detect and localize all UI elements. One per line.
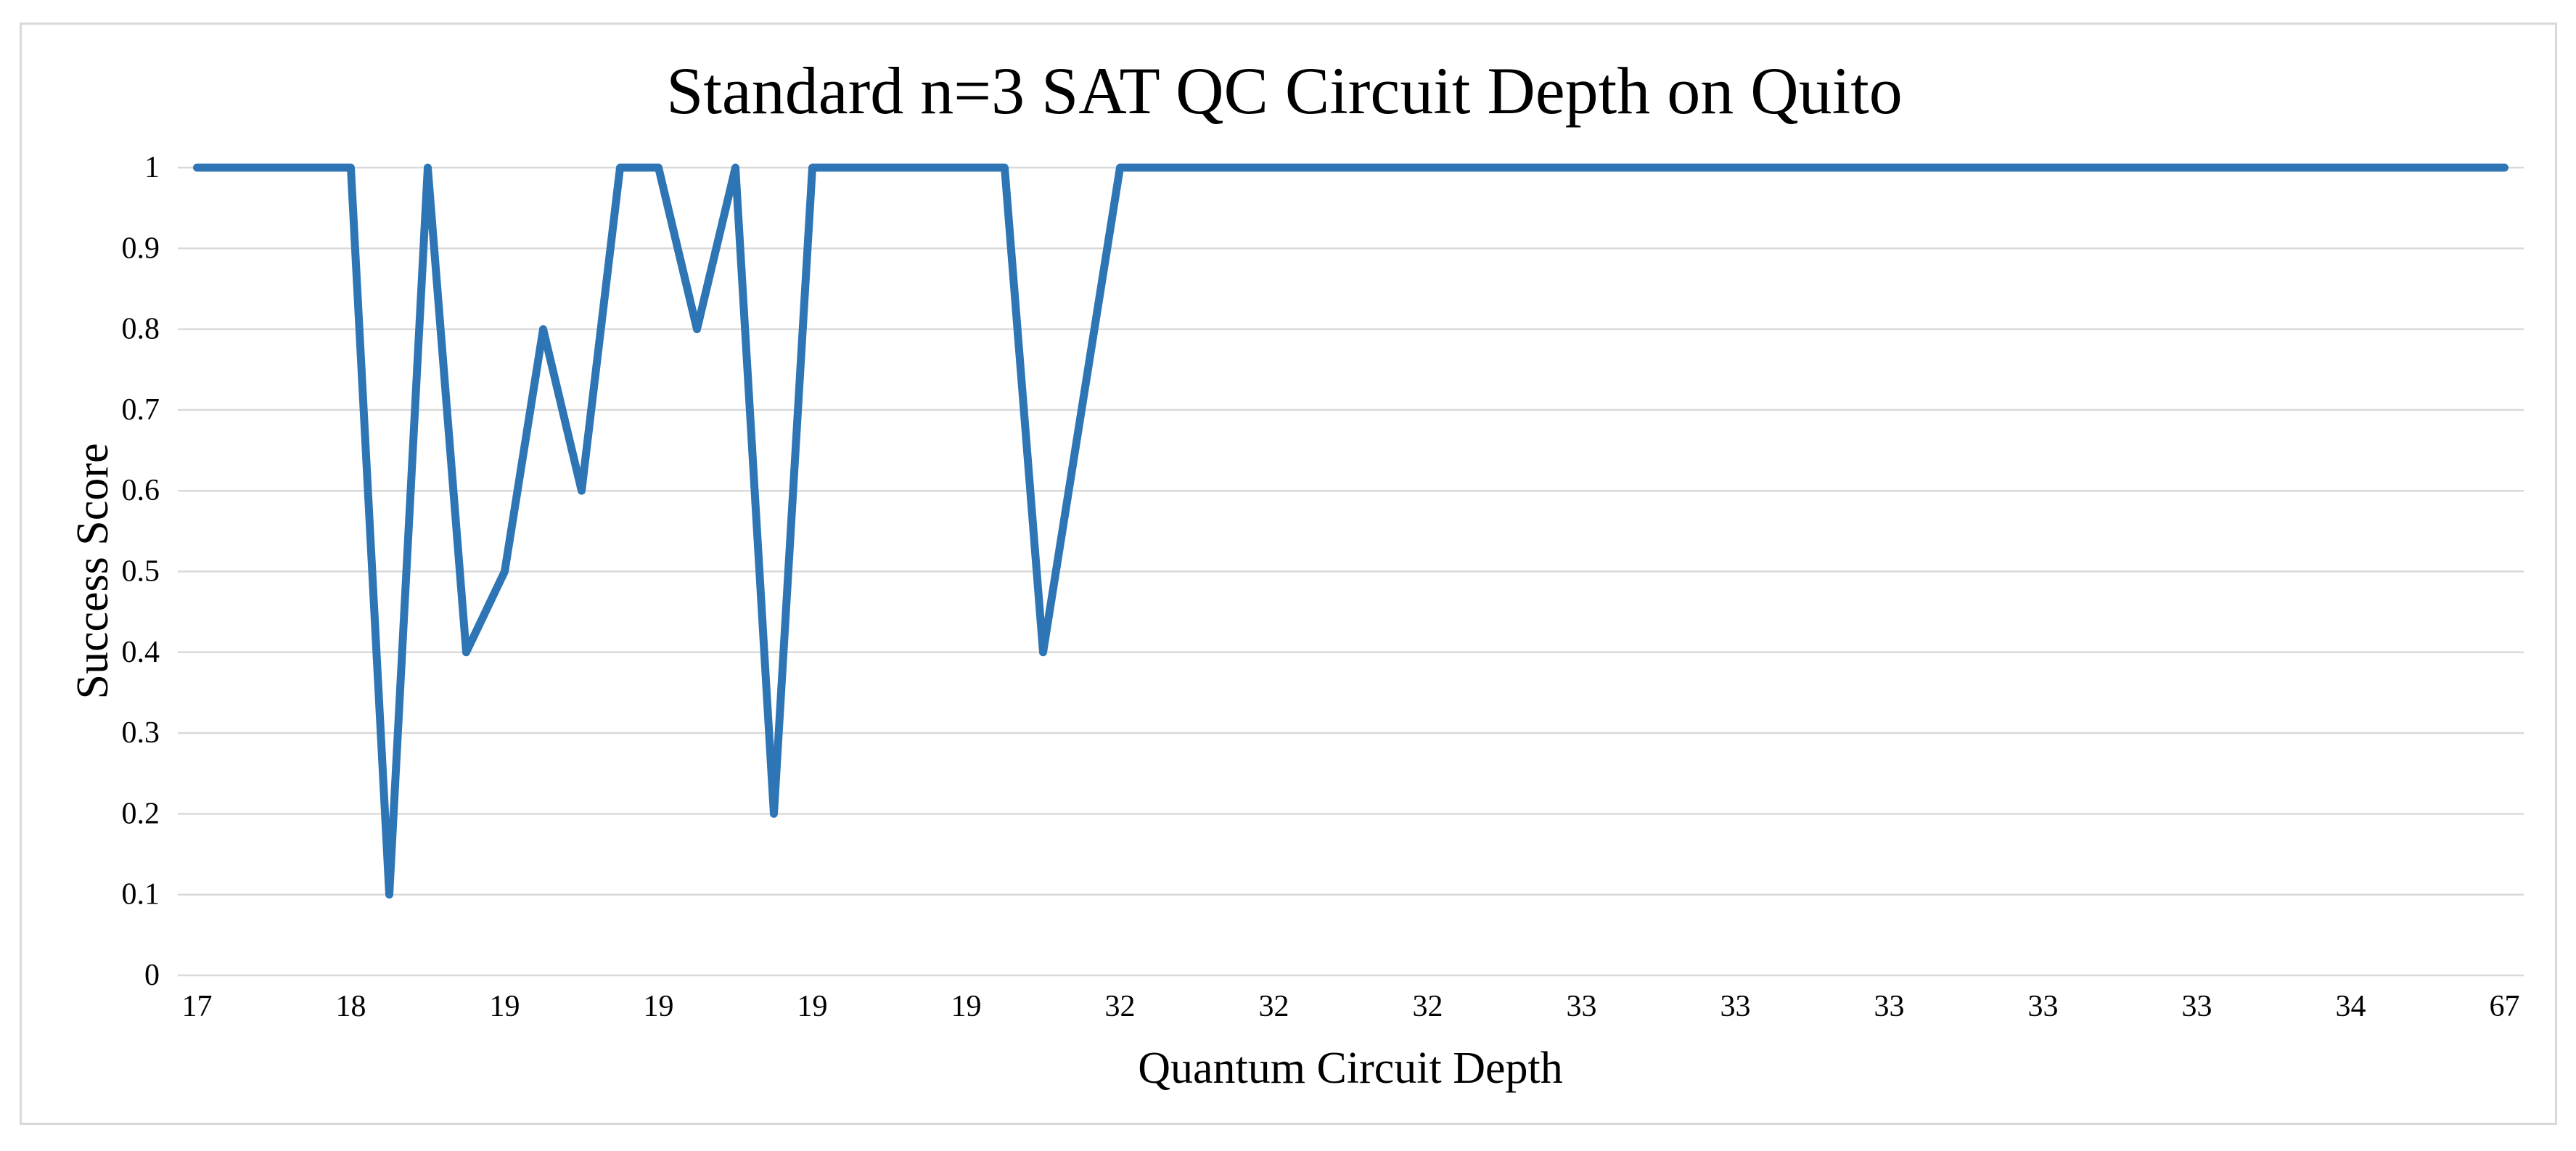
x-tick-label: 33 xyxy=(1720,990,1751,1023)
y-tick-label: 0.3 xyxy=(122,716,160,750)
gridlines xyxy=(178,166,2524,977)
y-tick-label: 0.8 xyxy=(122,313,160,346)
y-axis-tick-labels: 0 0.1 0.2 0.3 0.4 0.5 0.6 0.7 0.8 0.9 1 xyxy=(122,151,160,992)
x-tick-label: 33 xyxy=(2182,990,2212,1023)
y-tick-label: 0.9 xyxy=(122,232,160,265)
y-tick-label: 0 xyxy=(144,959,160,992)
x-tick-label: 19 xyxy=(490,990,520,1023)
x-tick-label: 32 xyxy=(1105,990,1136,1023)
x-tick-label: 18 xyxy=(336,990,366,1023)
x-tick-label: 33 xyxy=(1567,990,1597,1023)
y-tick-label: 0.5 xyxy=(122,555,160,589)
x-axis-title: Quantum Circuit Depth xyxy=(1138,1044,1562,1093)
chart-title: Standard n=3 SAT QC Circuit Depth on Qui… xyxy=(666,54,1903,128)
x-axis-tick-labels: 17 18 19 19 19 19 32 32 32 33 33 33 33 33 34 67 xyxy=(182,990,2520,1023)
y-tick-label: 1 xyxy=(144,151,160,184)
x-tick-label: 19 xyxy=(797,990,828,1023)
y-tick-label: 0.7 xyxy=(122,393,160,427)
y-tick-label: 0.2 xyxy=(122,797,160,830)
x-tick-label: 19 xyxy=(644,990,674,1023)
chart-frame xyxy=(20,22,2557,1125)
x-tick-label: 19 xyxy=(951,990,982,1023)
x-tick-label: 33 xyxy=(1874,990,1905,1023)
data-line-series xyxy=(193,163,2509,899)
x-tick-label: 33 xyxy=(2028,990,2059,1023)
y-tick-label: 0.1 xyxy=(122,878,160,912)
x-tick-label: 67 xyxy=(2490,990,2520,1023)
x-tick-label: 17 xyxy=(182,990,213,1023)
x-tick-label: 34 xyxy=(2336,990,2366,1023)
x-tick-label: 32 xyxy=(1413,990,1443,1023)
x-tick-label: 32 xyxy=(1259,990,1289,1023)
y-tick-label: 0.6 xyxy=(122,474,160,507)
y-axis-title: Success Score xyxy=(68,443,118,700)
y-tick-label: 0.4 xyxy=(122,636,160,669)
